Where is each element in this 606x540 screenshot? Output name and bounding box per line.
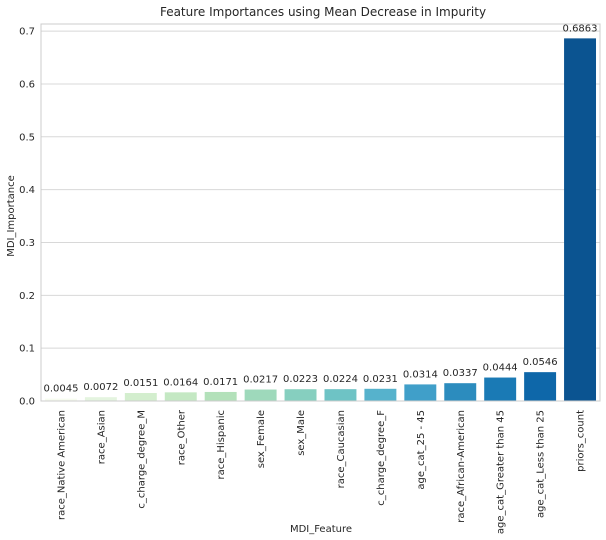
x-tick-label: race_Native American <box>56 410 67 520</box>
x-tick-label: c_charge_degree_M <box>136 410 147 509</box>
data-label: 0.0151 <box>123 378 158 389</box>
bars <box>44 38 597 401</box>
plot-frame <box>40 23 601 402</box>
x-tick-label: priors_count <box>576 410 587 472</box>
bar <box>124 393 157 401</box>
y-tick-label: 0.1 <box>19 344 35 355</box>
x-tick-label: race_Asian <box>96 410 107 464</box>
bar <box>324 389 357 401</box>
data-label: 0.0072 <box>83 382 118 393</box>
bar <box>564 38 597 401</box>
x-tick-label: age_cat_25 - 45 <box>416 410 427 490</box>
data-label: 0.0223 <box>283 374 318 385</box>
bar <box>524 372 557 401</box>
bar <box>204 391 237 401</box>
bar <box>164 392 197 401</box>
value-labels: 0.0045 0.0072 0.0151 0.0164 0.0171 0.0217 0.02… <box>43 23 597 394</box>
x-tick-label: age_cat_Less than 25 <box>536 410 547 518</box>
y-tick-label: 0.0 <box>19 397 35 408</box>
data-label: 0.0164 <box>163 377 198 388</box>
y-axis-ticks: 0.0 0.1 0.2 0.3 0.4 0.5 0.6 0.7 <box>19 27 35 408</box>
data-label: 0.6863 <box>563 23 598 34</box>
bar <box>284 389 317 401</box>
y-tick-label: 0.5 <box>19 132 35 143</box>
x-tick-label: sex_Male <box>296 410 307 456</box>
x-tick-label: race_African-American <box>456 410 467 523</box>
gridlines <box>41 30 600 402</box>
x-axis-ticks: race_Native American race_Asian c_charge_d… <box>56 409 586 534</box>
y-tick-label: 0.3 <box>19 238 35 249</box>
bar <box>44 398 77 401</box>
data-label: 0.0171 <box>203 377 238 388</box>
y-tick-label: 0.2 <box>19 291 35 302</box>
y-axis-label: MDI_Importance <box>6 175 17 257</box>
data-label: 0.0444 <box>483 363 518 374</box>
data-label: 0.0217 <box>243 375 278 386</box>
x-tick-label: race_Other <box>176 409 187 465</box>
x-tick-label: race_Caucasian <box>336 410 347 488</box>
x-tick-label: c_charge_degree_F <box>376 410 387 506</box>
bar <box>364 388 397 401</box>
data-label: 0.0045 <box>43 384 78 395</box>
y-tick-label: 0.7 <box>19 27 35 38</box>
x-tick-label: race_Hispanic <box>216 410 227 480</box>
y-tick-label: 0.4 <box>19 185 35 196</box>
chart-title: Feature Importances using Mean Decrease … <box>160 5 486 19</box>
bar <box>484 377 517 401</box>
y-tick-label: 0.6 <box>19 79 35 90</box>
bar <box>244 389 277 401</box>
data-label: 0.0546 <box>523 357 558 368</box>
data-label: 0.0314 <box>403 369 438 380</box>
x-axis-label: MDI_Feature <box>290 524 352 535</box>
bar <box>84 397 117 401</box>
bar <box>444 383 477 401</box>
x-tick-label: age_cat_Greater than 45 <box>496 410 507 534</box>
x-tick-label: sex_Female <box>256 410 267 468</box>
data-label: 0.0337 <box>443 368 478 379</box>
data-label: 0.0231 <box>363 374 398 385</box>
bar <box>404 384 437 401</box>
data-label: 0.0224 <box>323 374 358 385</box>
